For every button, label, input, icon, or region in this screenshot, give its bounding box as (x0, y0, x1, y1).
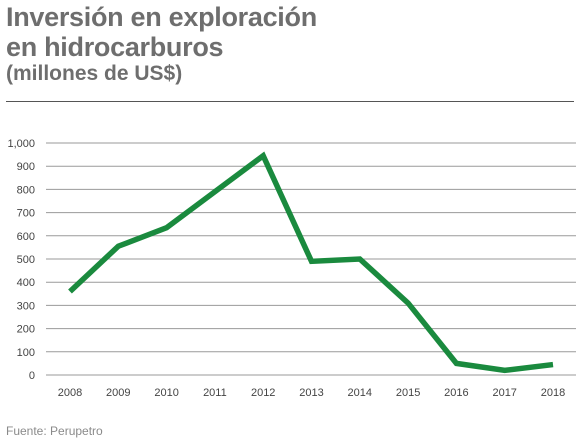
x-tick-label: 2009 (106, 387, 130, 399)
y-tick-label: 600 (17, 231, 35, 243)
x-tick-label: 2008 (58, 387, 82, 399)
x-tick-label: 2014 (348, 387, 372, 399)
series-line-0 (68, 151, 554, 374)
chart-subtitle: (millones de US$) (6, 62, 183, 85)
chart-title: Inversión en exploración en hidrocarburo… (6, 2, 317, 62)
y-tick-label: 0 (29, 370, 35, 382)
x-tick-label: 2015 (396, 387, 420, 399)
y-tick-label: 200 (17, 324, 35, 336)
y-tick-label: 500 (17, 254, 35, 266)
y-tick-label: 1,000 (7, 138, 35, 150)
source-note: Fuente: Perupetro (6, 424, 103, 438)
y-tick-label: 700 (17, 208, 35, 220)
x-tick-label: 2016 (444, 387, 468, 399)
y-axis-ticks: 0 100 200 300 400 500 600 700 800 900 1,000 (7, 138, 35, 382)
x-tick-label: 2011 (203, 387, 227, 399)
x-tick-label: 2010 (154, 387, 178, 399)
y-tick-label: 300 (17, 300, 35, 312)
y-tick-label: 900 (17, 161, 35, 173)
x-tick-label: 2013 (299, 387, 323, 399)
x-tick-label: 2012 (251, 387, 275, 399)
y-tick-label: 800 (17, 184, 35, 196)
y-tick-label: 100 (17, 347, 35, 359)
x-tick-label: 2017 (492, 387, 516, 399)
x-axis-ticks: 2008 2009 2010 2011 2012 2013 2014 2015 2016 2017… (58, 387, 565, 399)
title-line-2: en hidrocarburos (6, 32, 224, 62)
title-line-1: Inversión en exploración (6, 2, 317, 32)
y-tick-label: 400 (17, 277, 35, 289)
x-tick-label: 2018 (541, 387, 565, 399)
title-divider (6, 101, 574, 102)
series-group (68, 151, 554, 374)
